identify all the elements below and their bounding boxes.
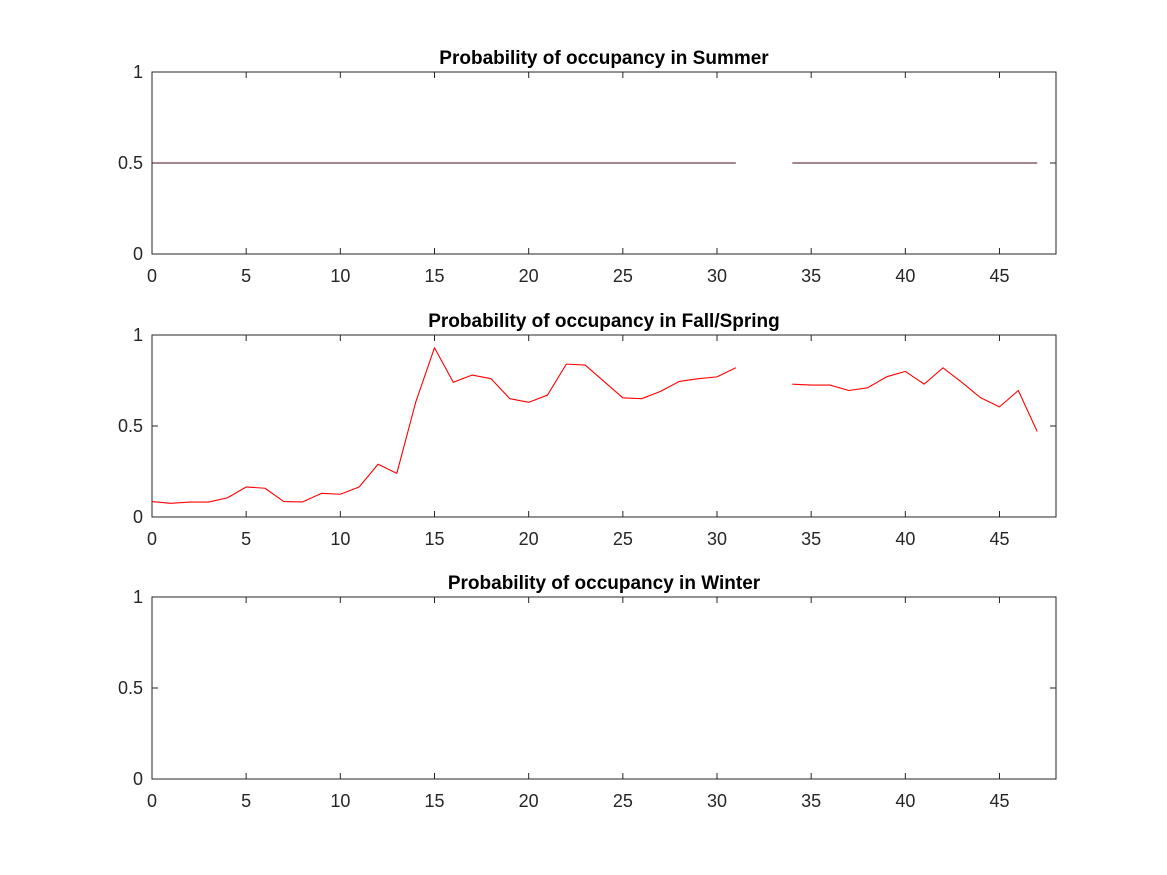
fall-spring-x-tick-label: 35 bbox=[801, 529, 821, 549]
fall-spring-plot-area: 0 5 10 15 20 25 30 35 40 45 0 0.5 1 bbox=[118, 325, 1057, 549]
fall-spring-x-tick-label: 25 bbox=[613, 529, 633, 549]
winter-chart-title: Probability of occupancy in Winter bbox=[448, 573, 761, 594]
fall-spring-x-tick-label: 30 bbox=[707, 529, 727, 549]
winter-x-tick-label: 40 bbox=[895, 791, 915, 811]
winter-y-tick-label: 0.5 bbox=[118, 678, 143, 698]
fall-spring-x-tick-label: 10 bbox=[330, 529, 350, 549]
fall-spring-x-tick-label: 40 bbox=[895, 529, 915, 549]
winter-x-tick-label: 20 bbox=[519, 791, 539, 811]
summer-x-tick-label: 0 bbox=[147, 266, 157, 286]
summer-chart-title: Probability of occupancy in Summer bbox=[439, 48, 769, 69]
summer-x-tick-label: 15 bbox=[424, 266, 444, 286]
fall-spring-series-line bbox=[151, 347, 1038, 504]
winter-y-tick-label: 0 bbox=[133, 769, 143, 789]
summer-x-tick-label: 35 bbox=[801, 266, 821, 286]
winter-x-tick-label: 45 bbox=[989, 791, 1009, 811]
winter-plot-area: 0 5 10 15 20 25 30 35 40 45 0 0.5 1 bbox=[118, 587, 1057, 811]
winter-x-tick-label: 10 bbox=[330, 791, 350, 811]
fall-spring-x-tick-label: 0 bbox=[147, 529, 157, 549]
summer-x-tick-label: 40 bbox=[895, 266, 915, 286]
winter-x-tick-label: 5 bbox=[241, 791, 251, 811]
summer-x-tick-label: 45 bbox=[989, 266, 1009, 286]
summer-plot-area: 0 5 10 15 20 25 30 35 40 45 0 0.5 1 bbox=[118, 62, 1057, 286]
winter-x-tick-label: 15 bbox=[424, 791, 444, 811]
fall-spring-x-tick-label: 5 bbox=[241, 529, 251, 549]
summer-x-tick-label: 20 bbox=[519, 266, 539, 286]
summer-subplot: Probability of occupancy in Summer 0 5 10 1… bbox=[118, 48, 1057, 286]
winter-y-tick-label: 1 bbox=[133, 587, 143, 607]
winter-x-tick-label: 0 bbox=[147, 791, 157, 811]
summer-x-tick-label: 30 bbox=[707, 266, 727, 286]
fall-spring-y-tick-label: 1 bbox=[133, 325, 143, 345]
fall-spring-x-tick-label: 45 bbox=[989, 529, 1009, 549]
winter-x-tick-label: 25 bbox=[613, 791, 633, 811]
summer-y-tick-label: 0.5 bbox=[118, 153, 143, 173]
summer-x-tick-label: 5 bbox=[241, 266, 251, 286]
winter-x-tick-label: 30 bbox=[707, 791, 727, 811]
fall-spring-chart-title: Probability of occupancy in Fall/Spring bbox=[428, 311, 780, 332]
fall-spring-x-tick-label: 20 bbox=[519, 529, 539, 549]
fall-spring-subplot: Probability of occupancy in Fall/Spring … bbox=[118, 311, 1057, 549]
winter-x-tick-label: 35 bbox=[801, 791, 821, 811]
fall-spring-y-tick-label: 0.5 bbox=[118, 416, 143, 436]
summer-x-tick-label: 10 bbox=[330, 266, 350, 286]
summer-y-tick-label: 0 bbox=[133, 244, 143, 264]
summer-x-tick-label: 25 bbox=[613, 266, 633, 286]
summer-y-tick-label: 1 bbox=[133, 62, 143, 82]
fall-spring-y-tick-label: 0 bbox=[133, 507, 143, 527]
winter-subplot: Probability of occupancy in Winter 0 5 10 1… bbox=[118, 573, 1057, 811]
fall-spring-x-tick-label: 15 bbox=[424, 529, 444, 549]
